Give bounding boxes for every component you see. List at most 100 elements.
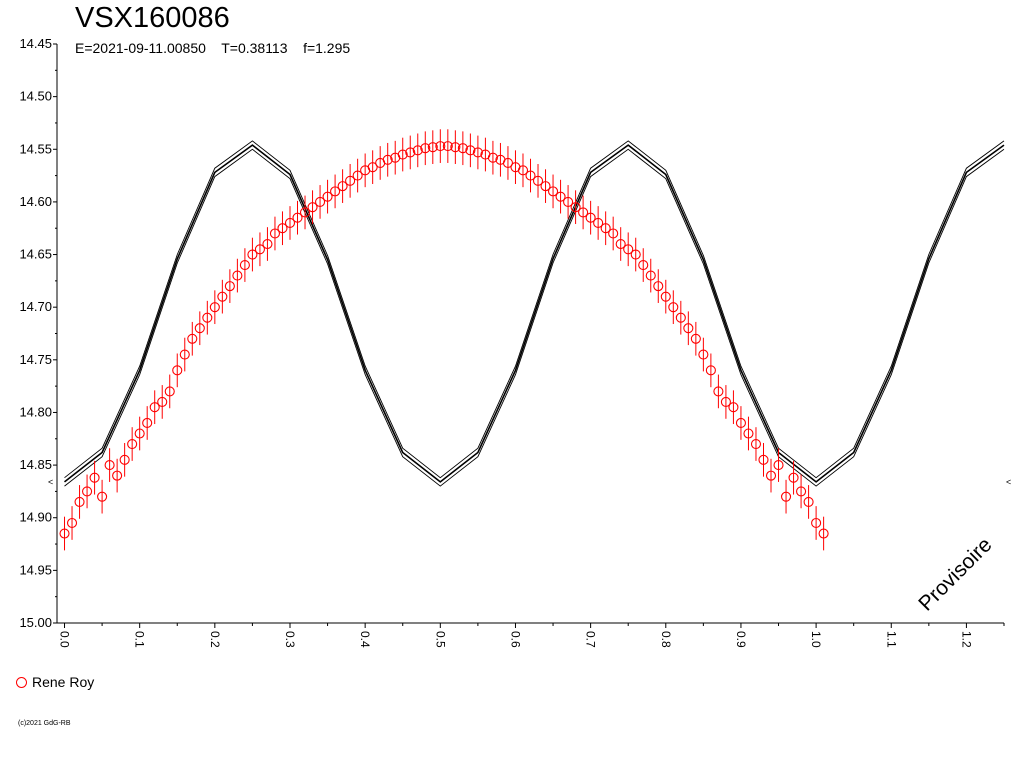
right-edge-marker: < xyxy=(1006,477,1011,487)
data-point xyxy=(570,202,581,213)
data-point xyxy=(262,238,273,250)
data-point xyxy=(593,217,604,229)
data-point xyxy=(202,312,213,323)
data-point xyxy=(239,260,250,271)
y-tick-label: 14.55 xyxy=(19,141,52,156)
data-point xyxy=(540,181,551,192)
data-point xyxy=(585,212,596,223)
y-tick-label: 14.95 xyxy=(19,562,52,577)
data-point xyxy=(608,228,619,239)
data-point xyxy=(307,202,318,213)
y-tick-label: 14.85 xyxy=(19,457,52,472)
data-point xyxy=(645,270,656,281)
data-point xyxy=(660,291,671,302)
data-point xyxy=(668,302,679,313)
model-fit-bound xyxy=(64,148,1005,487)
data-point xyxy=(780,491,792,502)
y-tick-label: 14.45 xyxy=(19,36,52,51)
data-point xyxy=(149,402,160,413)
x-tick-label: 1.0 xyxy=(809,631,823,648)
data-point xyxy=(299,207,311,218)
data-point xyxy=(811,517,822,529)
legend: Rene Roy xyxy=(16,674,94,690)
data-point xyxy=(750,438,762,450)
data-point xyxy=(269,228,281,239)
data-point xyxy=(112,470,123,481)
data-point xyxy=(172,365,183,376)
chart-title: VSX160086 xyxy=(75,2,230,34)
data-point xyxy=(690,333,701,344)
data-point xyxy=(638,260,649,271)
data-point xyxy=(450,142,461,153)
x-tick-label: 0.8 xyxy=(659,631,673,648)
y-tick-label: 14.60 xyxy=(19,194,52,209)
x-tick-label: 0.9 xyxy=(734,631,748,648)
data-point xyxy=(713,386,724,397)
x-tick-label: 0.5 xyxy=(433,631,447,648)
data-point xyxy=(487,152,498,163)
data-point xyxy=(502,157,514,169)
data-point xyxy=(683,323,694,334)
y-tick-label: 15.00 xyxy=(19,615,52,630)
data-point xyxy=(765,470,777,481)
data-point xyxy=(194,323,205,334)
data-point xyxy=(547,186,559,197)
data-point xyxy=(457,143,468,154)
copyright-notice: (c)2021 GdG-RB xyxy=(18,720,71,727)
data-point xyxy=(623,244,634,255)
data-point xyxy=(427,142,438,153)
data-point xyxy=(420,143,431,154)
watermark-provisoire: Provisoire xyxy=(914,533,996,615)
data-point xyxy=(187,333,198,344)
data-point xyxy=(127,438,138,450)
data-point xyxy=(209,302,220,313)
data-point xyxy=(773,460,784,471)
data-point xyxy=(563,196,574,207)
data-point xyxy=(59,528,70,539)
x-tick-label: 1.1 xyxy=(884,631,898,648)
data-point xyxy=(517,165,529,176)
y-tick-label: 14.90 xyxy=(19,510,52,525)
data-point xyxy=(728,402,739,413)
data-point xyxy=(735,417,746,429)
data-point xyxy=(600,223,611,234)
data-point xyxy=(277,223,288,234)
data-point xyxy=(758,454,769,465)
data-point xyxy=(224,281,235,292)
data-point xyxy=(82,486,93,497)
legend-circle-icon xyxy=(16,676,27,688)
data-point xyxy=(284,217,296,229)
data-point xyxy=(315,196,326,207)
model-fit-curves xyxy=(64,140,1005,487)
y-tick-label: 14.65 xyxy=(19,247,52,262)
left-edge-marker: < xyxy=(48,477,53,487)
data-point xyxy=(330,186,341,197)
y-tick-label: 14.80 xyxy=(19,404,52,419)
observation-points xyxy=(59,129,829,551)
y-tick-label: 14.70 xyxy=(19,299,52,314)
data-point xyxy=(382,154,393,165)
data-point xyxy=(803,496,814,507)
legend-label: Rene Roy xyxy=(32,674,95,690)
data-point xyxy=(532,175,544,186)
data-point xyxy=(555,191,566,202)
x-tick-label: 1.2 xyxy=(959,631,973,648)
data-point xyxy=(412,145,423,156)
data-point xyxy=(675,312,686,323)
data-point xyxy=(217,291,228,302)
data-point xyxy=(179,349,190,360)
data-point xyxy=(788,472,799,483)
x-tick-label: 0.1 xyxy=(133,631,147,648)
data-point xyxy=(818,528,829,539)
x-tick-label: 0.6 xyxy=(508,631,522,648)
model-fit-bound xyxy=(64,140,1005,479)
model-fit-line xyxy=(64,144,1005,483)
data-point xyxy=(157,396,168,407)
data-point xyxy=(104,460,115,471)
data-point xyxy=(292,212,303,223)
data-point xyxy=(337,181,348,192)
x-tick-label: 0.0 xyxy=(58,631,72,648)
data-point xyxy=(247,249,258,260)
x-tick-label: 0.2 xyxy=(208,631,222,648)
